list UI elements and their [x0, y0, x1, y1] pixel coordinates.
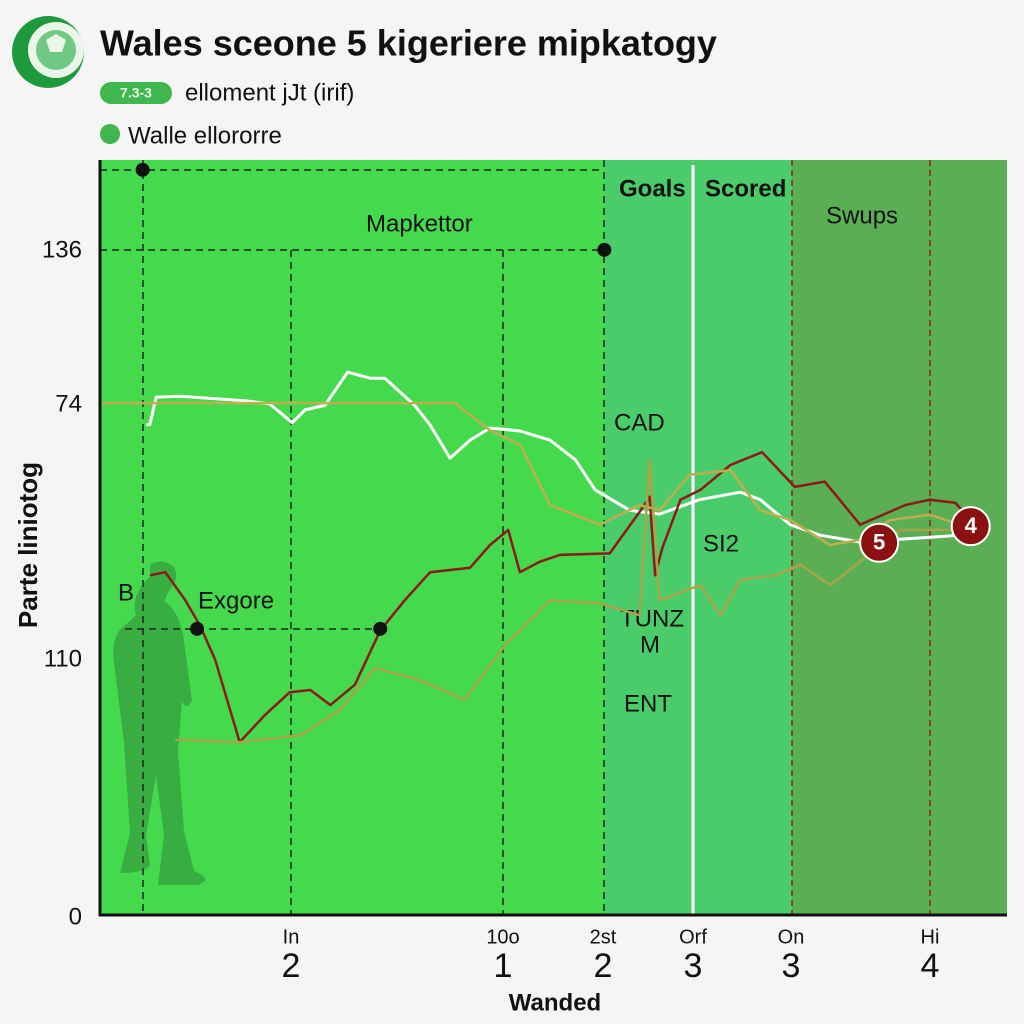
- annotation: SI2: [703, 530, 739, 557]
- marker: [597, 242, 612, 257]
- x-tick-label: 2: [282, 947, 301, 985]
- x-tick-label: 2st: [590, 926, 617, 948]
- zone: [605, 160, 792, 915]
- x-tick-label: In: [283, 926, 300, 948]
- x-axis-title: Wanded: [509, 989, 601, 1016]
- marker: [190, 621, 205, 636]
- annotation: TUNZ: [620, 605, 684, 632]
- annotation: B: [118, 579, 134, 606]
- marker: [950, 506, 991, 547]
- annotation: Exgore: [198, 587, 274, 614]
- x-tick-label: On: [778, 926, 805, 948]
- logo: [12, 16, 84, 88]
- guides: [100, 160, 605, 915]
- x-tick-label: 3: [782, 947, 801, 985]
- annotation: ENT: [624, 690, 672, 717]
- marker: [373, 621, 388, 636]
- annotation: CAD: [614, 409, 665, 436]
- annotation: Scored: [705, 175, 786, 202]
- annotation: M: [640, 631, 660, 658]
- badge: [100, 82, 172, 104]
- marker: [859, 522, 900, 563]
- x-tick-label: 4: [921, 947, 940, 985]
- y-tick-label: 74: [55, 390, 82, 417]
- annotation: Mapkettor: [366, 210, 473, 237]
- series-line: [175, 458, 960, 744]
- marker-label: 4: [965, 513, 978, 538]
- x-tick-label: 2: [594, 947, 613, 985]
- y-tick-label: 110: [44, 645, 82, 672]
- chart-title: Wales sceone 5 kigeriere mipkatogy: [100, 23, 717, 64]
- subtitle: elloment jJt (irif): [185, 79, 354, 106]
- y-tick-label: 136: [42, 236, 82, 263]
- x-tick-label: Hi: [921, 926, 940, 948]
- x-tick-label: 1: [494, 947, 513, 985]
- x-tick-label: 3: [684, 947, 703, 985]
- marker-label: 5: [873, 530, 885, 555]
- annotation: Goals: [619, 175, 686, 202]
- badge-text: 7.3-3: [120, 85, 152, 101]
- y-axis-title: Parte liniotog: [13, 462, 43, 628]
- y-tick-label: 0: [69, 903, 82, 930]
- marker: [135, 162, 150, 177]
- annotation: Swups: [826, 202, 898, 229]
- player-silhouette: [113, 561, 206, 885]
- x-tick-label: 10o: [486, 926, 519, 948]
- series-line: [149, 450, 977, 744]
- subtitle-2: Walle ellororre: [128, 122, 282, 149]
- zone: [100, 160, 605, 915]
- icon: [100, 124, 120, 144]
- plot: 54: [100, 162, 991, 744]
- x-tick-label: Orf: [679, 926, 707, 948]
